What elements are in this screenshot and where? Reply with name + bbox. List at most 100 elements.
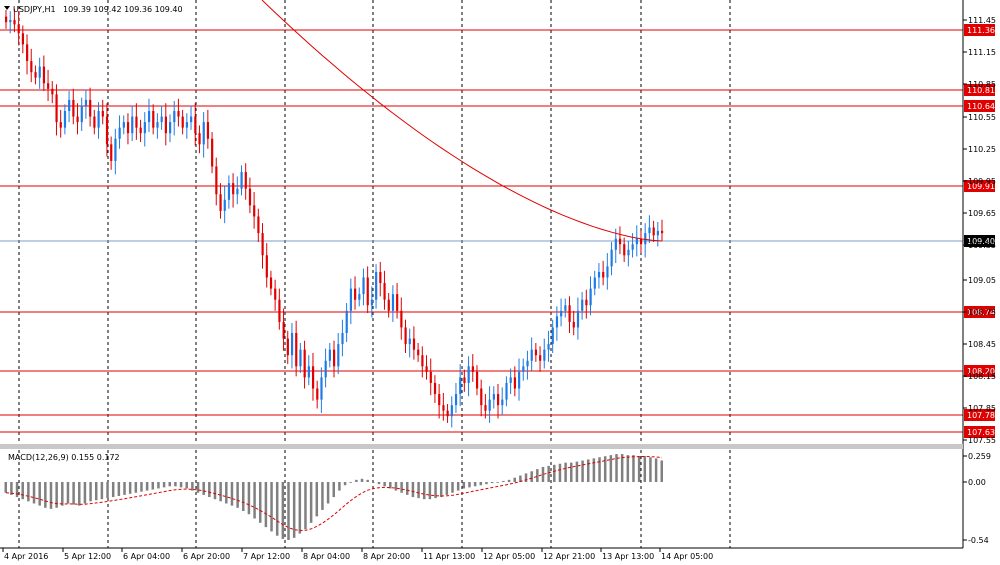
pane-separator[interactable] bbox=[0, 444, 963, 449]
macd-bar bbox=[89, 482, 92, 502]
macd-bar bbox=[242, 482, 245, 511]
macd-bar bbox=[411, 482, 415, 498]
candle-body bbox=[177, 111, 180, 117]
y-tick-label: 111.45 bbox=[968, 16, 996, 25]
y-tick-label: 107.85 bbox=[968, 404, 996, 413]
candle-body bbox=[194, 116, 197, 134]
candle-body bbox=[610, 249, 613, 267]
macd-bar bbox=[191, 482, 194, 491]
candle-body bbox=[303, 349, 306, 378]
macd-bar bbox=[287, 482, 290, 540]
x-tick-label: 4 Apr 2016 bbox=[4, 552, 48, 561]
macd-bar bbox=[55, 482, 58, 508]
candle-body bbox=[232, 183, 235, 195]
candle-body bbox=[652, 227, 655, 236]
candle-body bbox=[324, 360, 327, 378]
candle-body bbox=[274, 288, 277, 300]
macd-bar bbox=[213, 482, 217, 500]
macd-bar bbox=[151, 482, 155, 490]
macd-bar bbox=[145, 482, 149, 491]
x-tick-label: 7 Apr 12:00 bbox=[243, 552, 290, 561]
candle-body bbox=[526, 360, 529, 367]
candle-body bbox=[185, 122, 189, 128]
candle-body bbox=[585, 299, 588, 306]
x-tick-label: 11 Apr 13:00 bbox=[423, 552, 475, 561]
x-tick-label: 8 Apr 04:00 bbox=[303, 552, 350, 561]
candle-body bbox=[597, 271, 601, 278]
candle-body bbox=[564, 305, 567, 311]
macd-bar bbox=[315, 482, 319, 517]
candle-body bbox=[328, 349, 331, 361]
candle-body bbox=[72, 99, 75, 117]
y-tick-label: 109.35 bbox=[968, 241, 996, 250]
candle-body bbox=[169, 122, 172, 134]
candle-body bbox=[349, 288, 353, 311]
macd-bar bbox=[490, 482, 494, 484]
candle-body bbox=[307, 366, 310, 378]
candle-body bbox=[379, 271, 382, 284]
candle-body bbox=[5, 16, 8, 23]
candle-body bbox=[425, 366, 428, 372]
candle-body bbox=[631, 244, 634, 250]
candle-body bbox=[126, 122, 130, 134]
macd-bar bbox=[83, 482, 87, 504]
candle-body bbox=[105, 116, 109, 145]
candle-body bbox=[190, 116, 193, 123]
time-grid bbox=[18, 0, 731, 548]
macd-bar bbox=[620, 454, 624, 482]
macd-bar bbox=[575, 461, 579, 482]
dropdown-triangle-icon[interactable] bbox=[4, 6, 10, 10]
macd-bar bbox=[519, 475, 522, 482]
candle-body bbox=[341, 333, 344, 345]
level-price-label: 110.81 bbox=[967, 86, 995, 95]
candle-body bbox=[661, 230, 664, 234]
macd-bar bbox=[513, 477, 516, 482]
candle-body bbox=[471, 366, 474, 372]
candle-body bbox=[13, 19, 16, 25]
macd-bar bbox=[270, 482, 273, 532]
candle-body bbox=[421, 355, 424, 367]
macd-bar bbox=[456, 482, 460, 491]
candle-body bbox=[408, 338, 411, 345]
macd-bar bbox=[349, 482, 352, 483]
candle-body bbox=[68, 99, 71, 111]
macd-bar bbox=[394, 482, 398, 491]
macd-bar bbox=[581, 460, 584, 482]
candle-body bbox=[635, 238, 638, 245]
macd-bar bbox=[428, 482, 432, 500]
moving-average-line bbox=[261, 0, 663, 242]
macd-bar bbox=[304, 482, 307, 530]
candle-body bbox=[522, 366, 525, 372]
x-tick-label: 12 Apr 05:00 bbox=[483, 552, 535, 561]
candle-body bbox=[181, 116, 184, 128]
candle-body bbox=[9, 19, 12, 23]
candle-body bbox=[505, 382, 508, 400]
candle-body bbox=[509, 377, 512, 383]
candle-body bbox=[618, 238, 622, 245]
candle-body bbox=[59, 122, 62, 128]
macd-bar bbox=[326, 482, 330, 504]
x-tick-label: 13 Apr 13:00 bbox=[602, 552, 654, 561]
macd-bar bbox=[502, 480, 505, 482]
macd-bar bbox=[117, 482, 121, 496]
candle-body bbox=[261, 233, 264, 256]
candle-body bbox=[530, 349, 533, 361]
candle-body bbox=[602, 271, 605, 278]
candlestick-series bbox=[5, 8, 664, 428]
candle-body bbox=[47, 83, 50, 89]
y-tick-label: 109.65 bbox=[968, 209, 996, 218]
macd-bar bbox=[225, 482, 228, 504]
macd-bar bbox=[106, 482, 109, 499]
candle-body bbox=[63, 111, 67, 128]
macd-bar bbox=[592, 458, 596, 482]
candle-body bbox=[152, 111, 155, 128]
y-tick-label: 108.15 bbox=[968, 372, 996, 381]
macd-bar bbox=[496, 482, 499, 483]
candle-body bbox=[555, 316, 559, 328]
candle-body bbox=[55, 94, 58, 123]
macd-bar bbox=[44, 482, 47, 508]
macd-bar bbox=[547, 465, 550, 482]
candle-body bbox=[21, 33, 25, 45]
